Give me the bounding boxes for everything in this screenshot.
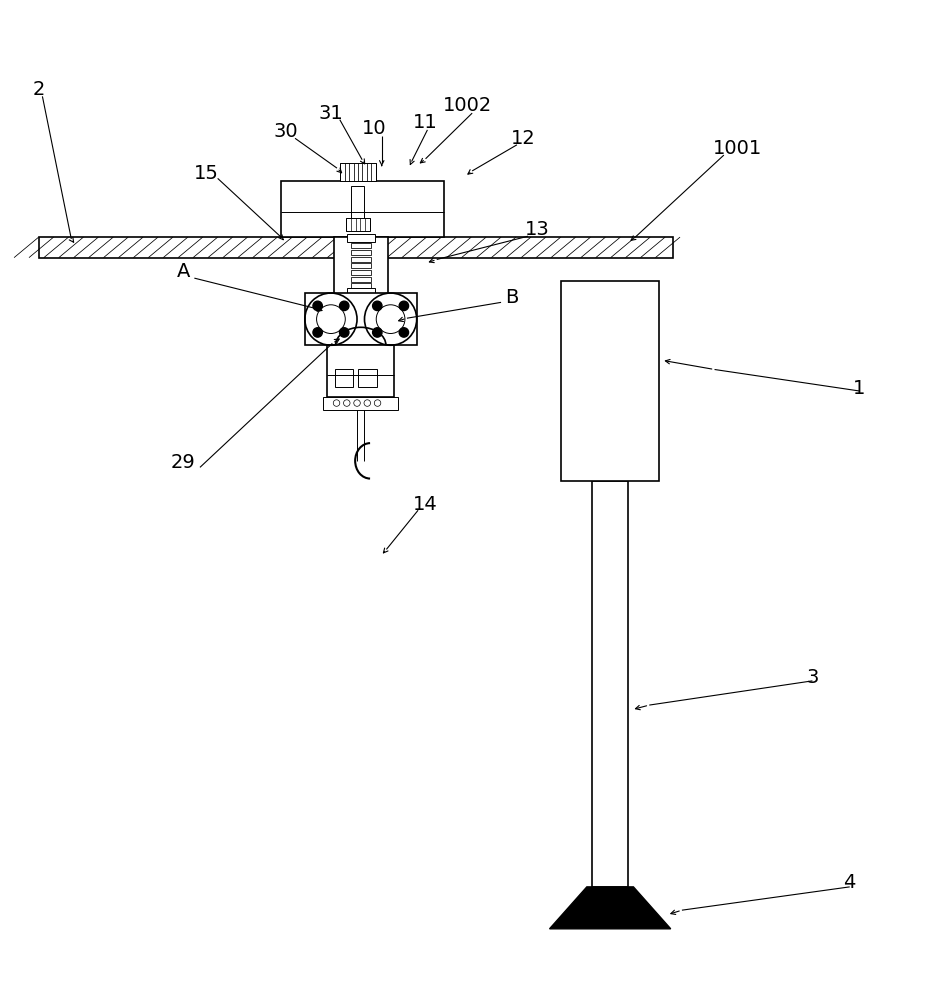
Bar [340, 163, 376, 181]
Text: 15: 15 [194, 164, 219, 183]
Text: A: A [177, 262, 190, 281]
Text: 1002: 1002 [443, 96, 492, 115]
Bar [335, 369, 353, 387]
Text: 3: 3 [806, 668, 819, 687]
Text: 4: 4 [843, 873, 856, 892]
Text: 1001: 1001 [713, 139, 762, 158]
Circle shape [373, 301, 382, 311]
Circle shape [373, 328, 382, 337]
Bar [561, 281, 658, 481]
Bar [351, 283, 371, 288]
Circle shape [399, 301, 409, 311]
Text: 12: 12 [511, 129, 536, 148]
Bar [281, 181, 444, 237]
Text: 29: 29 [171, 453, 195, 472]
Text: 13: 13 [525, 220, 550, 239]
Text: 2: 2 [33, 80, 45, 99]
Bar [351, 250, 371, 255]
Bar [324, 397, 398, 410]
Circle shape [339, 328, 349, 337]
Bar [351, 263, 371, 268]
Bar [351, 243, 371, 248]
Circle shape [399, 328, 409, 337]
Bar [334, 237, 388, 295]
Text: B: B [506, 288, 519, 307]
Text: 11: 11 [413, 113, 438, 132]
Bar [351, 257, 371, 262]
Bar [327, 345, 395, 397]
Circle shape [313, 328, 323, 337]
Bar [305, 293, 417, 345]
Text: 30: 30 [273, 122, 298, 141]
Bar [346, 218, 369, 231]
Bar [351, 277, 371, 282]
Bar [352, 186, 365, 228]
Text: 10: 10 [362, 119, 386, 138]
Text: 31: 31 [318, 104, 343, 123]
Bar [351, 270, 371, 275]
Circle shape [313, 301, 323, 311]
Text: 14: 14 [413, 495, 438, 514]
Bar [38, 237, 672, 258]
Text: 1: 1 [853, 379, 865, 398]
Bar [347, 234, 375, 242]
Circle shape [339, 301, 349, 311]
Bar [358, 369, 377, 387]
Bar [593, 481, 627, 887]
Polygon shape [550, 887, 670, 929]
Bar [347, 288, 375, 296]
